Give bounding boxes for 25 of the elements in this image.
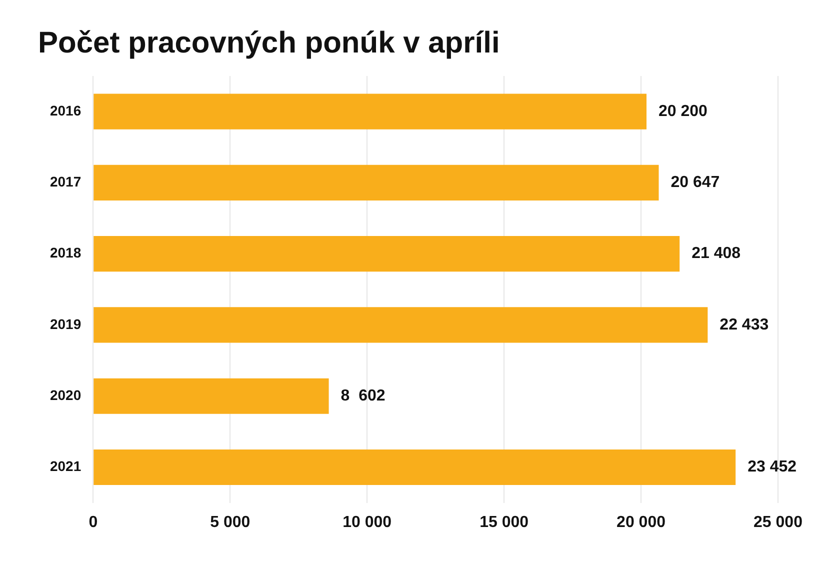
bar: [94, 236, 680, 272]
data-label: 20 200: [658, 102, 708, 120]
bar: [94, 307, 708, 343]
y-tick-label: 2019: [50, 316, 82, 332]
data-label: 8 602: [340, 388, 386, 405]
y-tick-label: 2020: [50, 386, 82, 403]
x-tick-label: 5 000: [210, 514, 250, 531]
bar: [94, 378, 329, 414]
data-label: 23 452: [748, 458, 797, 476]
bar: [94, 94, 647, 130]
y-tick-label: 2018: [50, 244, 82, 261]
data-label: 20 647: [670, 174, 720, 192]
x-tick-label: 0: [88, 514, 98, 531]
chart-title: Počet pracovných ponúk v apríli: [38, 26, 500, 60]
x-tick-label: 10 000: [342, 514, 392, 531]
y-tick-label: 2021: [50, 458, 82, 474]
x-tick-label: 25 000: [754, 514, 803, 531]
bar: [94, 164, 659, 200]
data-label: 22 433: [720, 316, 769, 334]
y-tick-label: 2016: [50, 102, 82, 118]
bar: [94, 449, 736, 486]
data-label: 21 408: [692, 245, 741, 262]
x-tick-label: 15 000: [480, 514, 529, 531]
x-tick-label: 20 000: [616, 514, 666, 531]
y-tick-label: 2017: [50, 174, 82, 190]
